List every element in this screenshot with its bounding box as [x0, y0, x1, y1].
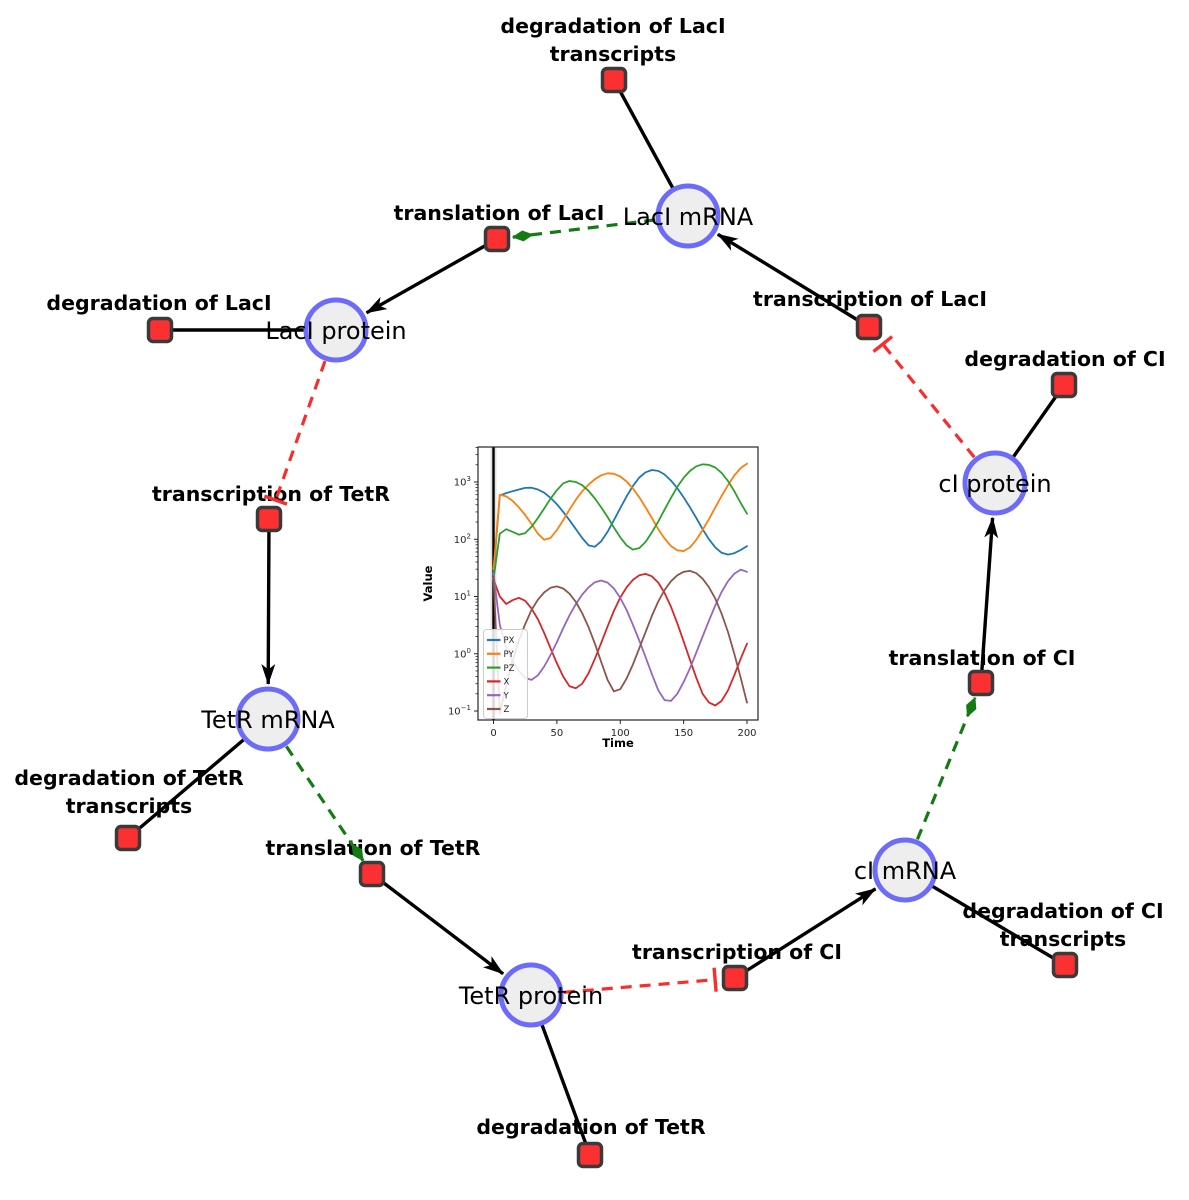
chart-y-tick-label: 101	[454, 590, 471, 604]
chart-y-tick-label: 10−1	[448, 704, 471, 718]
species-label-ci-protein: cI protein	[938, 470, 1051, 498]
legend-label-PX: PX	[504, 636, 515, 646]
legend-label-X: X	[504, 678, 510, 688]
inhibition-tbar	[712, 967, 718, 992]
species-labels-layer: LacI mRNA LacI protein TetR mRNA TetR prote…	[200, 203, 1051, 1010]
legend-label-Z: Z	[504, 705, 510, 715]
edge-transcription-ci-to-ci-mrna	[734, 887, 877, 980]
reaction-label-transcription-of-ci: transcription of CI	[632, 940, 842, 964]
edge-translation-laci-to-laci-protein	[365, 237, 498, 315]
edge-translation-tetr-to-tetr-protein	[370, 872, 505, 976]
nodes-layer	[114, 66, 1079, 1169]
chart-y-axis-label: Value	[421, 565, 435, 601]
inset-chart: Time Value 10−1 100 101 102 103 0 50 100 150 200 P…	[421, 446, 759, 750]
chart-x-tick-label: 0	[490, 728, 496, 739]
chart-x-axis-label: Time	[602, 736, 634, 750]
reaction-node-transcription-of-tetr[interactable]	[255, 505, 283, 533]
chart-y-tick-label: 100	[454, 647, 471, 661]
reaction-node-translation-of-tetr[interactable]	[358, 860, 386, 888]
edge-translation-ci-to-ci-protein	[979, 516, 999, 684]
chart-x-tick-label: 200	[737, 728, 756, 739]
reaction-label-degradation-of-laci-transcripts: transcripts	[550, 42, 677, 66]
reaction-label-degradation-of-ci: degradation of CI	[964, 347, 1165, 371]
species-node-tetr-protein[interactable]	[498, 962, 564, 1028]
species-label-ci-mrna: cI mRNA	[854, 857, 957, 885]
reaction-node-degradation-of-tetr[interactable]	[576, 1141, 604, 1169]
reaction-node-translation-of-ci[interactable]	[967, 669, 995, 697]
chart-x-tick-label: 150	[674, 728, 693, 739]
reaction-label-transcription-of-tetr: transcription of TetR	[152, 482, 390, 506]
reaction-node-degradation-of-laci[interactable]	[146, 316, 174, 344]
species-node-laci-mrna[interactable]	[655, 183, 721, 249]
reaction-label-degradation-of-laci: degradation of LacI	[46, 291, 271, 315]
species-label-laci-mrna: LacI mRNA	[623, 203, 754, 231]
chart-x-tick-label: 100	[611, 728, 630, 739]
chart-legend: PX PY PZ XYZ	[483, 629, 528, 719]
edge-laci-protein-inhibits-transcription-tetr	[263, 360, 327, 506]
reaction-node-transcription-of-laci[interactable]	[855, 313, 883, 341]
edge-ci-protein-inhibits-transcription-laci	[872, 335, 976, 459]
reaction-node-degradation-of-tetr-transcripts[interactable]	[114, 824, 142, 852]
species-label-laci-protein: LacI protein	[265, 317, 406, 345]
edge-ci-mrna-to-translation-ci	[915, 696, 977, 841]
chart-series-Z	[492, 570, 748, 715]
legend-label-PZ: PZ	[504, 664, 515, 674]
reaction-label-degradation-of-tetr-transcripts: transcripts	[66, 794, 193, 818]
reaction-label-transcription-of-laci: transcription of LacI	[753, 287, 987, 311]
reaction-label-degradation-of-ci-transcripts: degradation of CI	[962, 899, 1163, 923]
chart-y-tick-label: 102	[454, 532, 471, 546]
inhibition-tbar	[872, 335, 894, 353]
reaction-label-degradation-of-tetr: degradation of TetR	[476, 1115, 705, 1139]
species-node-ci-mrna[interactable]	[872, 837, 938, 903]
species-node-ci-protein[interactable]	[962, 450, 1028, 516]
chart-series-PY	[492, 462, 748, 571]
reaction-node-degradation-of-laci-transcripts[interactable]	[600, 66, 628, 94]
species-label-tetr-protein: TetR protein	[458, 982, 603, 1010]
chart-series-PZ	[492, 463, 748, 581]
chart-series-PX	[492, 469, 748, 575]
chart-x-tick-label: 50	[551, 728, 564, 739]
reaction-label-degradation-of-laci-transcripts: degradation of LacI	[500, 14, 725, 38]
reaction-label-translation-of-laci: translation of LacI	[394, 201, 605, 225]
reaction-labels-layer: degradation of LacI transcripts translatio…	[14, 14, 1165, 1139]
edge-tetr-mrna-to-translation-tetr	[285, 745, 365, 862]
reaction-node-transcription-of-ci[interactable]	[721, 964, 749, 992]
edge-transcription-tetr-to-tetr-mrna	[261, 518, 276, 685]
edge-laci-mrna-to-translation-laci	[511, 218, 656, 242]
species-label-tetr-mrna: TetR mRNA	[200, 706, 335, 734]
edge-tetr-protein-inhibits-transcription-ci	[563, 967, 718, 994]
species-node-laci-protein[interactable]	[303, 297, 369, 363]
legend-label-Y: Y	[503, 691, 510, 701]
edge-transcription-laci-to-laci-mrna	[716, 232, 870, 329]
reaction-node-degradation-of-ci[interactable]	[1050, 371, 1078, 399]
chart-axes-frame	[477, 446, 759, 721]
chart-y-tick-label: 103	[454, 475, 471, 489]
inhibition-tbar	[263, 494, 288, 506]
reaction-node-degradation-of-ci-transcripts[interactable]	[1051, 951, 1079, 979]
chart-series-Y	[492, 568, 748, 702]
reaction-label-translation-of-tetr: translation of TetR	[266, 836, 481, 860]
legend-label-PY: PY	[504, 650, 515, 660]
species-node-tetr-mrna[interactable]	[235, 686, 301, 752]
reaction-node-translation-of-laci[interactable]	[483, 225, 511, 253]
